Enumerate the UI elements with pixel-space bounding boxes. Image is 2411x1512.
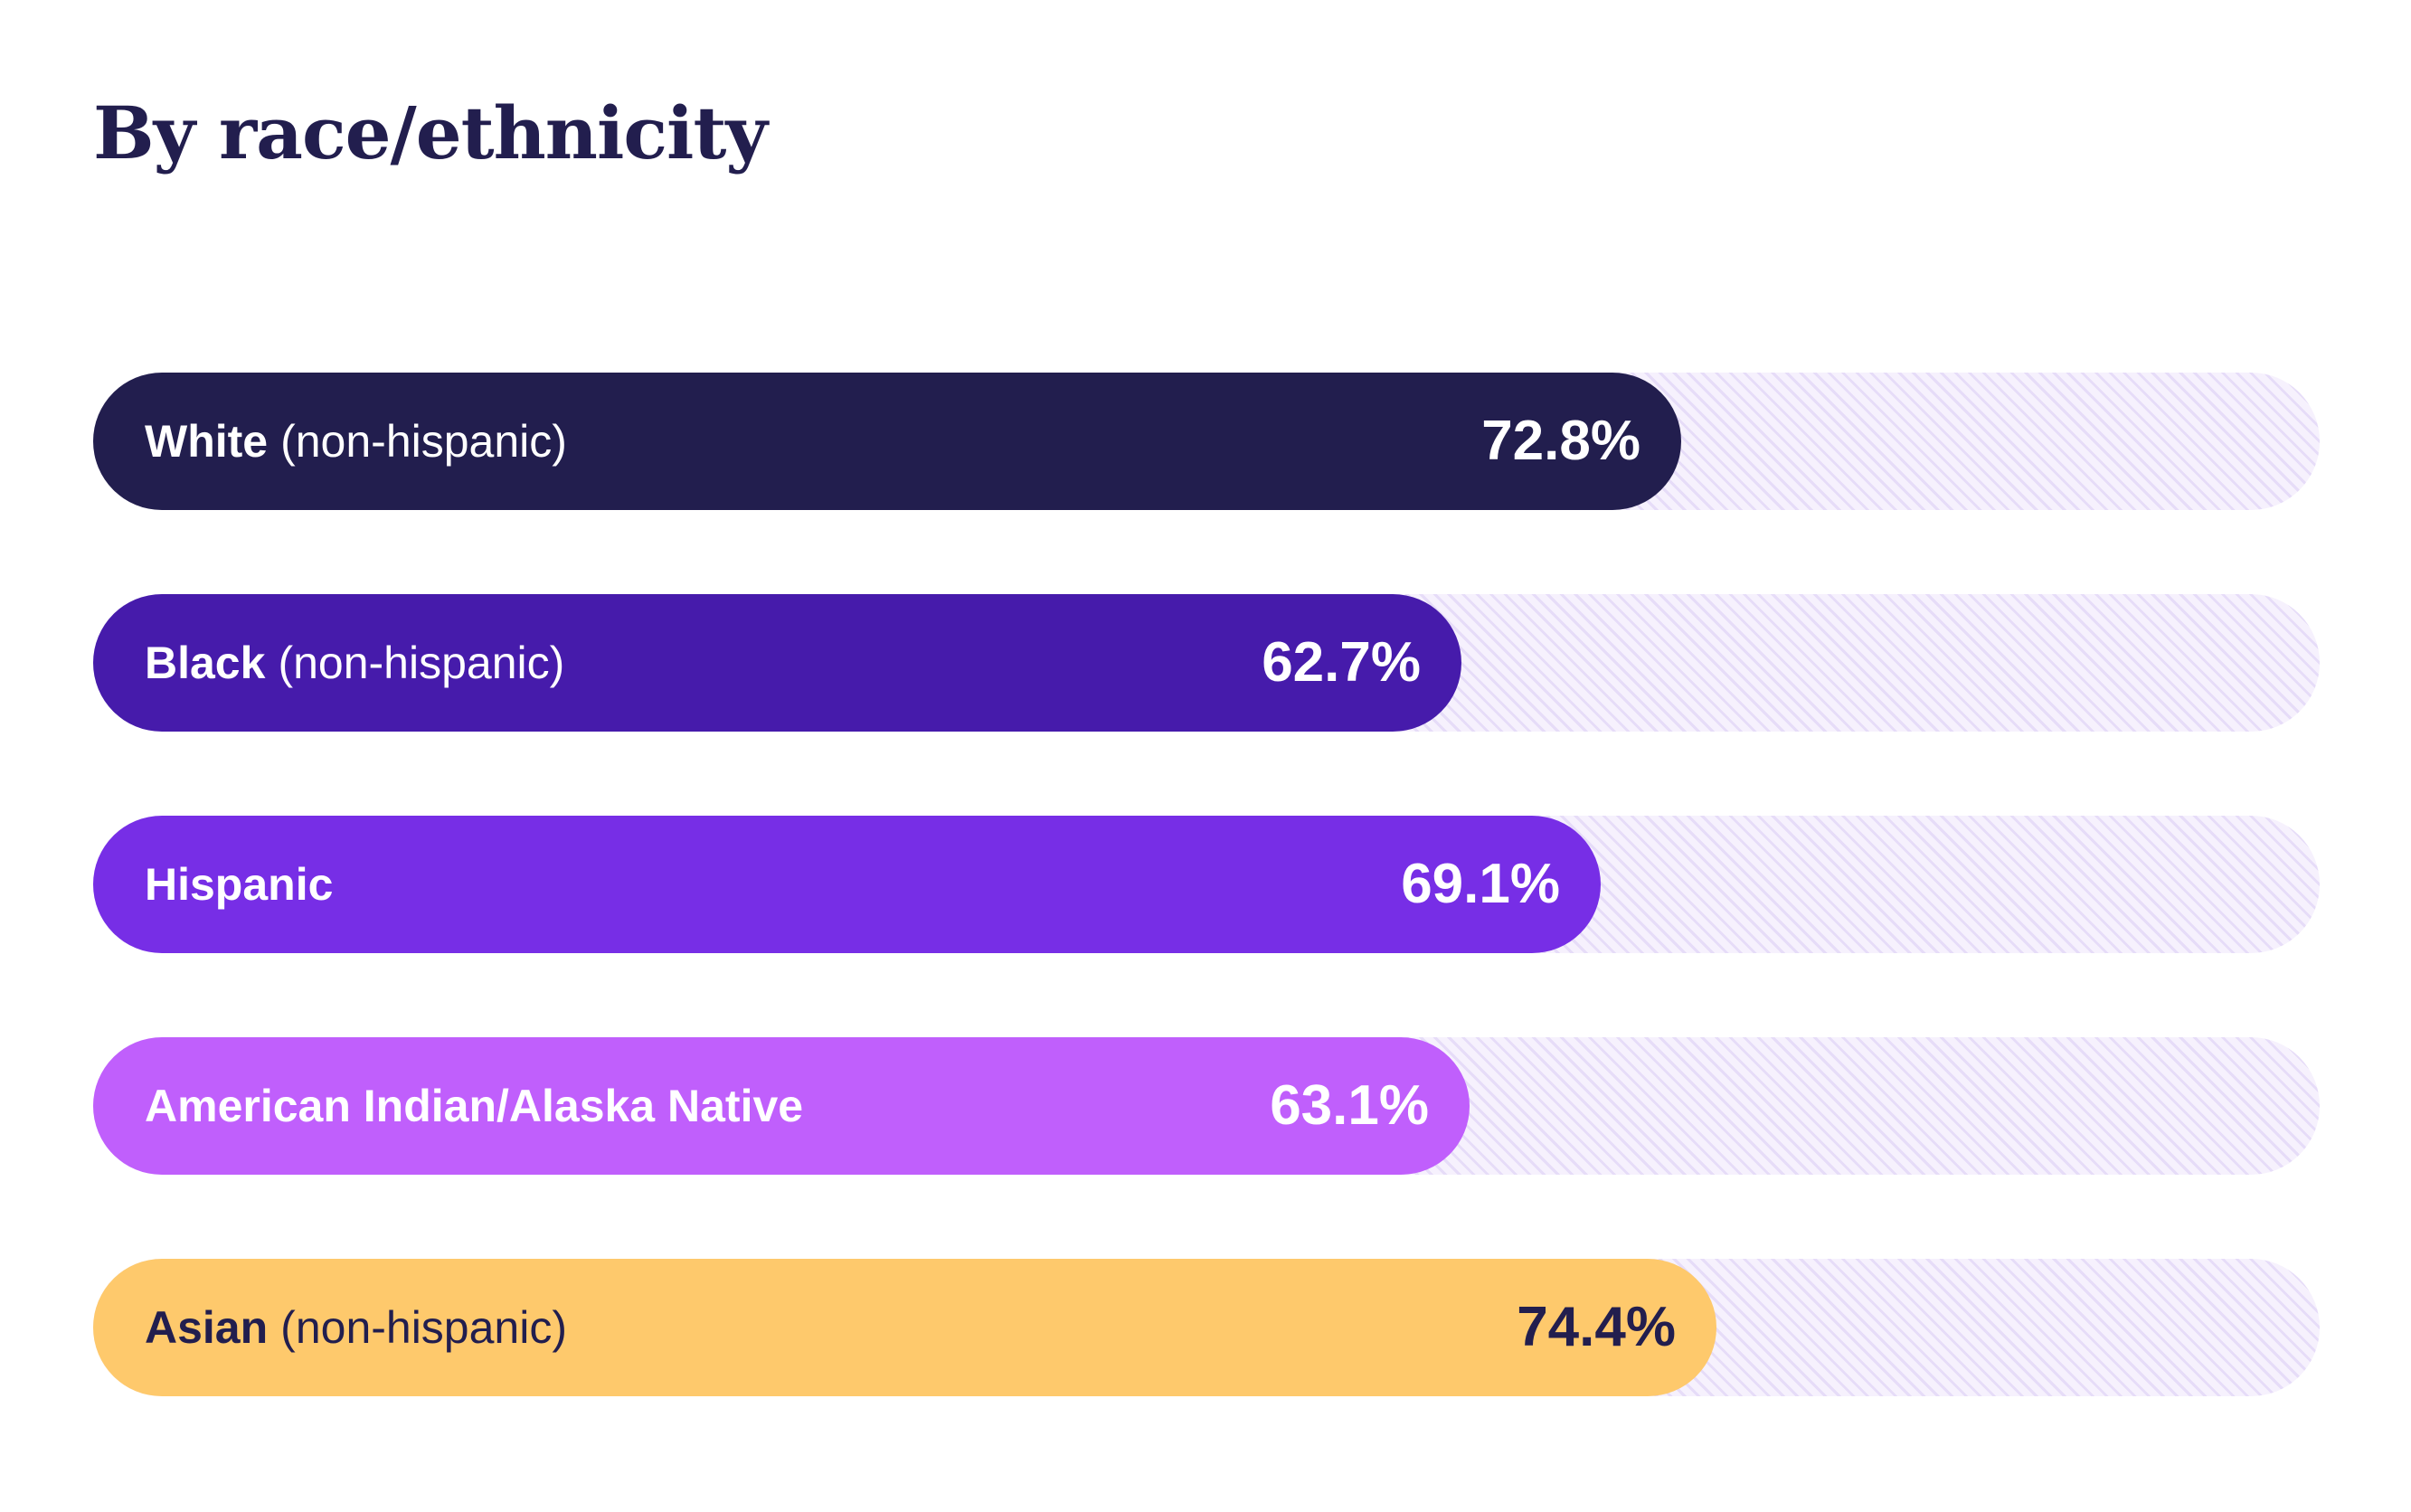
bar-row: Hispanic 69.1%	[93, 816, 2320, 953]
bar-row: American Indian/Alaska Native 63.1%	[93, 1037, 2320, 1175]
bar	[93, 1037, 1470, 1175]
bar-label-main: Asian	[145, 1302, 269, 1353]
bar-value-label: 74.4%	[1517, 1296, 1676, 1358]
bar-label: Hispanic	[145, 816, 333, 953]
bar	[93, 373, 1681, 510]
bar-label: Asian (non-hispanic)	[145, 1259, 567, 1396]
bar-value-label: 63.1%	[1270, 1074, 1429, 1137]
bar-row: Black (non-hispanic) 62.7%	[93, 594, 2320, 732]
bar-label-main: Black	[145, 638, 266, 688]
bar-value-label: 69.1%	[1401, 853, 1560, 915]
bar-label: White (non-hispanic)	[145, 373, 567, 510]
chart-title: By race/ethnicity	[93, 90, 768, 175]
bar-label-qualifier: (non-hispanic)	[280, 1302, 567, 1353]
bar-label-qualifier: (non-hispanic)	[280, 416, 567, 467]
bar-label-main: Hispanic	[145, 859, 334, 910]
bar-label-qualifier: (non-hispanic)	[278, 638, 565, 688]
bar-label-main: American Indian/Alaska Native	[145, 1081, 804, 1131]
bar-label: Black (non-hispanic)	[145, 594, 564, 732]
bar-value-label: 72.8%	[1481, 410, 1640, 472]
bar-row: Asian (non-hispanic) 74.4%	[93, 1259, 2320, 1396]
bar	[93, 816, 1601, 953]
bar	[93, 594, 1461, 732]
bar-label-main: White	[145, 416, 269, 467]
bar-value-label: 62.7%	[1262, 631, 1421, 694]
bar-row: White (non-hispanic) 72.8%	[93, 373, 2320, 510]
bar-label: American Indian/Alaska Native	[145, 1037, 803, 1175]
bar	[93, 1259, 1716, 1396]
